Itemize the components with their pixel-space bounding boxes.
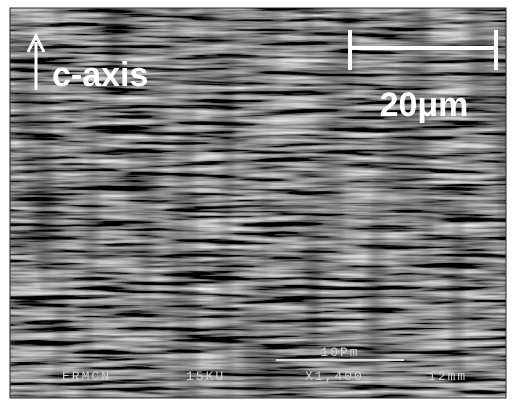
info-scale: 10Pm — [320, 345, 359, 360]
info-voltage: 15KU — [186, 369, 225, 384]
sem-image: c-axis 20μm 10Pm ERMCN 15KU X1,400 12mm — [0, 0, 516, 409]
axis-label: c-axis — [52, 56, 148, 94]
scale-label: 20μm — [380, 86, 469, 124]
info-lab: ERMCN — [62, 369, 111, 384]
info-distance: 12mm — [428, 369, 467, 384]
info-magnification: X1,400 — [305, 369, 364, 384]
